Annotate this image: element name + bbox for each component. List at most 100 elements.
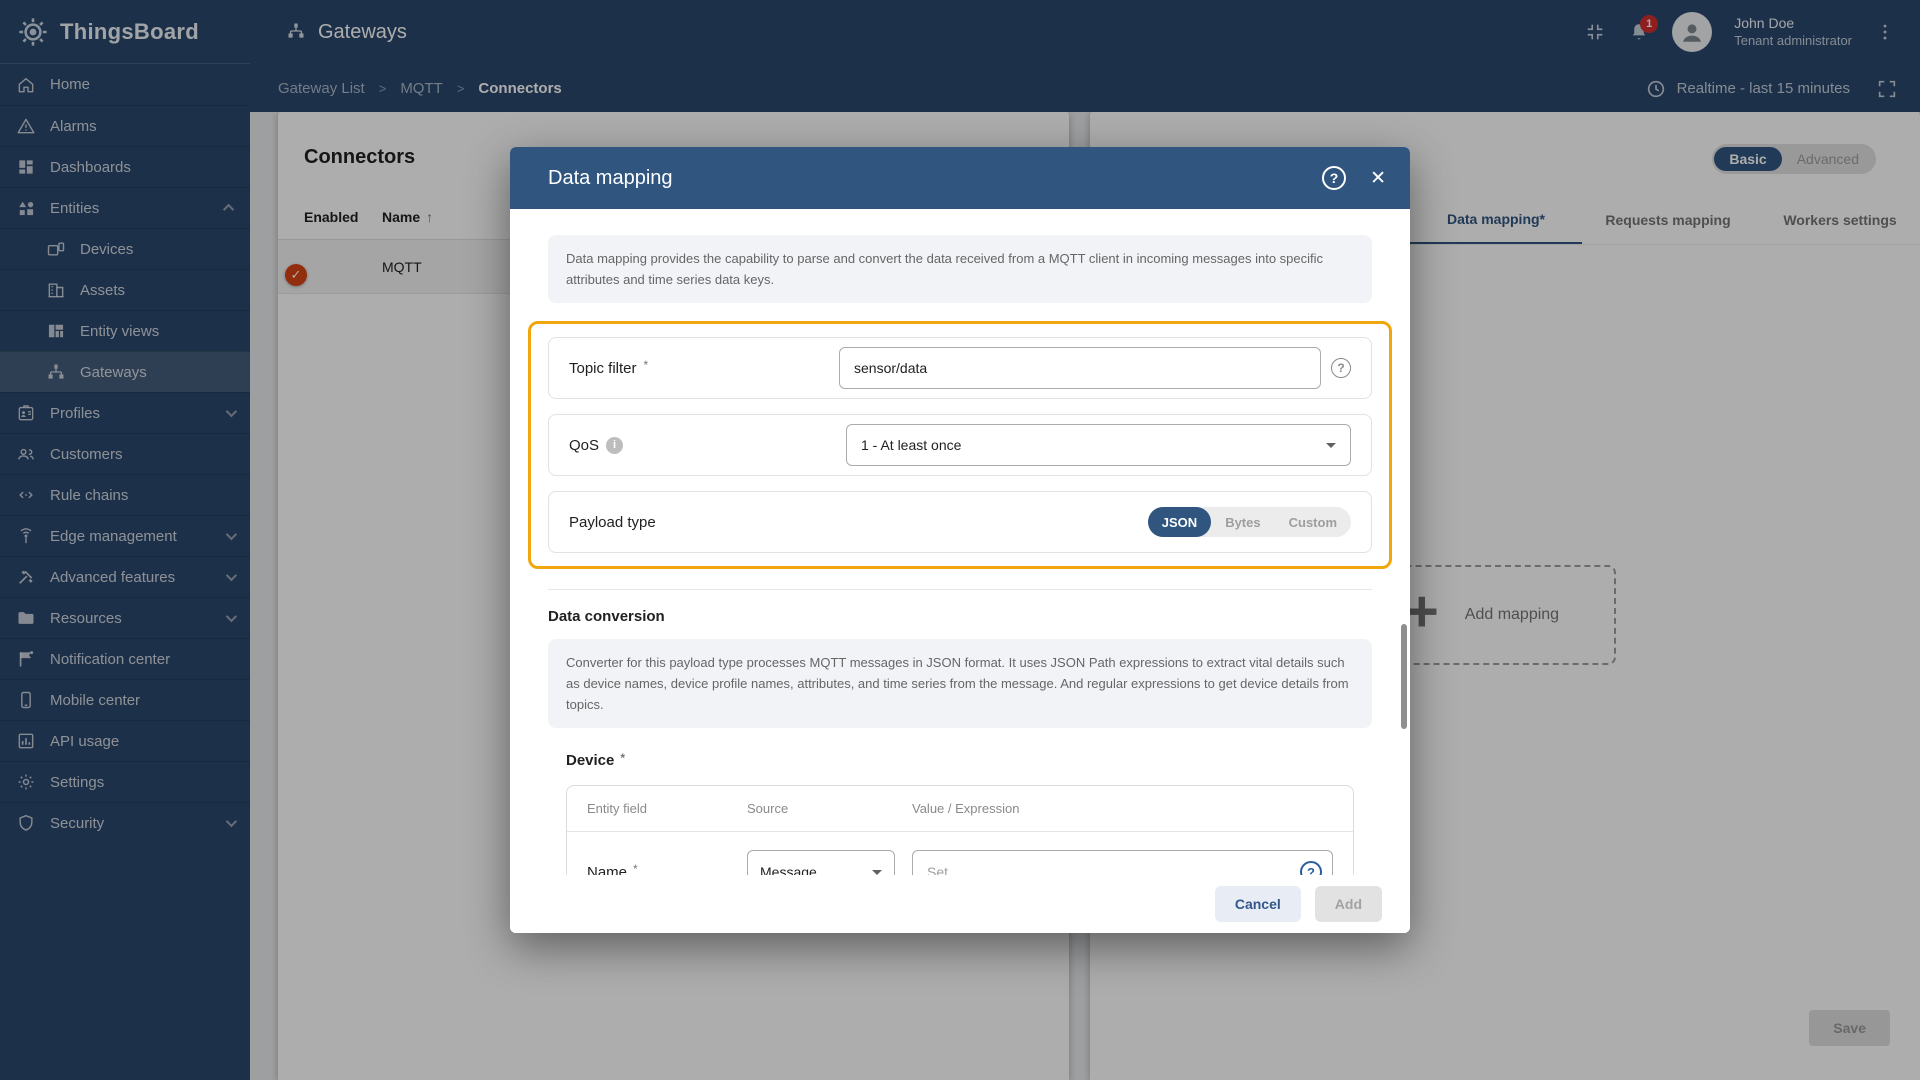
required-marker: *	[643, 358, 649, 373]
close-icon[interactable]: ✕	[1370, 167, 1386, 189]
data-mapping-dialog: Data mapping ? ✕ Data mapping provides t…	[510, 147, 1410, 933]
sidebar-item-label: Alarms	[50, 117, 97, 135]
tab-data-mapping[interactable]: Data mapping*	[1410, 196, 1582, 244]
dialog-body: Data mapping provides the capability to …	[510, 209, 1410, 875]
sidebar-item-home[interactable]: Home	[0, 64, 250, 105]
breadcrumb-mqtt[interactable]: MQTT	[400, 79, 443, 97]
value-expression-input[interactable]	[912, 850, 1333, 875]
sidebar-item-label: Assets	[80, 281, 126, 299]
sidebar-item-label: Security	[50, 814, 105, 832]
sidebar-item-label: Home	[50, 76, 91, 93]
settings-gear-icon	[16, 772, 36, 792]
edge-management-icon	[16, 526, 36, 546]
subbar: Gateway List > MQTT > Connectors Realtim…	[250, 64, 1920, 112]
gateways-icon	[286, 21, 308, 43]
tab-requests-mapping[interactable]: Requests mapping	[1605, 212, 1731, 228]
tabs-divider	[1090, 244, 1920, 245]
sidebar-item-notification-center[interactable]: Notification center	[0, 638, 250, 679]
avatar[interactable]	[1672, 12, 1713, 52]
sidebar-item-profiles[interactable]: Profiles	[0, 392, 250, 433]
alarm-icon	[16, 116, 36, 136]
add-button[interactable]: Add	[1314, 886, 1382, 922]
field-name-label: Name	[587, 863, 628, 875]
sidebar-item-label: Mobile center	[50, 691, 141, 709]
sidebar-item-alarms[interactable]: Alarms	[0, 105, 250, 146]
sidebar-item-devices[interactable]: Devices	[0, 228, 250, 269]
fullscreen-icon[interactable]	[1876, 78, 1896, 98]
kebab-menu-icon[interactable]	[1874, 21, 1896, 43]
sidebar-item-entity-views[interactable]: Entity views	[0, 310, 250, 351]
payload-json-option[interactable]: JSON	[1147, 507, 1212, 538]
sidebar-item-mobile-center[interactable]: Mobile center	[0, 679, 250, 720]
breadcrumb-separator: >	[378, 80, 387, 96]
assets-icon	[46, 280, 66, 300]
page-title: Gateways	[318, 20, 407, 43]
help-icon[interactable]: ?	[1322, 166, 1347, 190]
device-table-header: Entity field Source Value / Expression	[567, 786, 1353, 833]
dropdown-caret-icon	[1326, 442, 1336, 448]
mobile-center-icon	[16, 690, 36, 710]
sidebar-item-label: Entities	[50, 199, 100, 217]
exit-fullscreen-icon[interactable]	[1584, 21, 1606, 43]
sidebar-item-label: Rule chains	[50, 486, 129, 504]
notifications-button[interactable]: 1	[1628, 15, 1659, 43]
payload-type-field: Payload type JSON Bytes Custom	[548, 491, 1372, 554]
payload-bytes-option[interactable]: Bytes	[1225, 514, 1261, 530]
clock-icon	[1645, 78, 1665, 98]
qos-field: QoS i 1 - At least once	[548, 414, 1372, 477]
toggle-check-icon: ✓	[285, 263, 307, 286]
advanced-features-icon	[16, 567, 36, 587]
payload-custom-option[interactable]: Custom	[1288, 514, 1337, 530]
topic-filter-input[interactable]	[839, 347, 1321, 390]
dialog-header: Data mapping ? ✕	[510, 147, 1410, 209]
sidebar-item-gateways[interactable]: Gateways	[0, 351, 250, 392]
breadcrumb-gateway-list[interactable]: Gateway List	[278, 79, 365, 97]
sidebar-item-customers[interactable]: Customers	[0, 433, 250, 474]
source-select[interactable]: Message	[747, 850, 895, 875]
notification-center-icon	[16, 649, 36, 669]
sort-ascending-icon: ↑	[426, 209, 434, 225]
user-name: John Doe	[1734, 15, 1795, 32]
tab-workers-settings[interactable]: Workers settings	[1783, 212, 1897, 228]
sidebar-item-settings[interactable]: Settings	[0, 761, 250, 802]
data-conversion-heading: Data conversion	[548, 608, 665, 626]
breadcrumb: Gateway List > MQTT > Connectors	[278, 80, 562, 97]
expression-help-icon[interactable]: ?	[1300, 861, 1322, 875]
entities-icon	[16, 198, 36, 218]
sidebar-item-dashboards[interactable]: Dashboards	[0, 146, 250, 187]
sidebar-item-security[interactable]: Security	[0, 802, 250, 843]
cancel-button[interactable]: Cancel	[1214, 886, 1301, 922]
payload-type-toggle: JSON Bytes Custom	[1147, 507, 1351, 538]
page-head: Gateways	[250, 21, 407, 44]
sidebar-item-rule-chains[interactable]: Rule chains	[0, 474, 250, 515]
sidebar-item-label: Settings	[50, 773, 105, 791]
timewindow-control[interactable]: Realtime - last 15 minutes	[1645, 78, 1896, 98]
topic-filter-help-icon[interactable]: ?	[1331, 358, 1351, 379]
column-name[interactable]: Name ↑	[382, 209, 434, 225]
sidebar-item-advanced-features[interactable]: Advanced features	[0, 556, 250, 597]
sidebar-item-label: Advanced features	[50, 568, 176, 586]
add-mapping-button[interactable]: + Add mapping	[1348, 565, 1616, 665]
connector-name: MQTT	[382, 258, 422, 275]
connectors-title: Connectors	[304, 146, 416, 168]
sidebar-item-resources[interactable]: Resources	[0, 597, 250, 638]
sidebar-item-api-usage[interactable]: API usage	[0, 720, 250, 761]
breadcrumb-connectors: Connectors	[478, 79, 562, 97]
mode-basic[interactable]: Basic	[1714, 147, 1782, 171]
brand[interactable]: ThingsBoard	[0, 0, 250, 64]
qos-selected-value: 1 - At least once	[861, 437, 962, 454]
mode-advanced[interactable]: Advanced	[1796, 151, 1859, 167]
topbar: Gateways 1 John Doe Tenant administrator	[250, 0, 1920, 64]
dialog-title: Data mapping	[548, 166, 673, 189]
sidebar-item-entities[interactable]: Entities	[0, 187, 250, 228]
save-button[interactable]: Save	[1809, 1010, 1890, 1046]
device-table-row-name: Name * Message ?	[567, 832, 1353, 875]
device-table: Entity field Source Value / Expression N…	[566, 785, 1354, 875]
sidebar-item-assets[interactable]: Assets	[0, 269, 250, 310]
qos-select[interactable]: 1 - At least once	[846, 424, 1351, 467]
sidebar-item-label: Entity views	[80, 322, 160, 340]
modal-scrollbar[interactable]	[1401, 624, 1407, 729]
user-info[interactable]: John Doe Tenant administrator	[1734, 15, 1852, 49]
sidebar-item-edge-management[interactable]: Edge management	[0, 515, 250, 556]
dialog-footer: Cancel Add	[510, 875, 1410, 933]
